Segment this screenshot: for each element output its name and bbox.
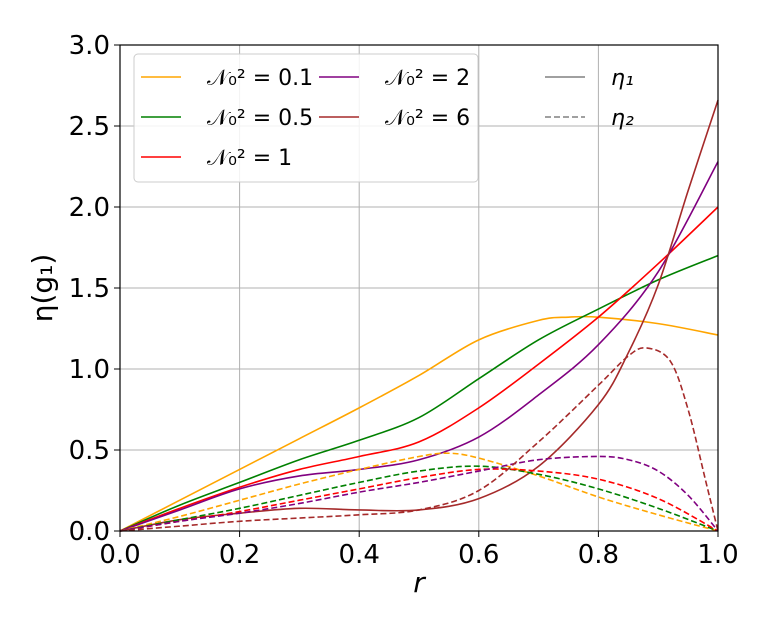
y-tick-label: 0.5 bbox=[69, 436, 110, 466]
x-tick-label: 0.2 bbox=[219, 540, 260, 570]
series-group bbox=[119, 99, 719, 532]
y-tick-label: 2.0 bbox=[69, 193, 110, 223]
x-tick-label: 0.8 bbox=[578, 540, 619, 570]
legend-box bbox=[133, 53, 479, 183]
series-line-8 bbox=[119, 455, 719, 532]
series-line-1 bbox=[119, 254, 719, 532]
y-axis-label: η(g₁) bbox=[26, 254, 59, 323]
legend-label: 𝒩₀² = 1 bbox=[207, 146, 292, 171]
y-tick-label: 2.5 bbox=[69, 112, 110, 142]
series-line-9 bbox=[119, 347, 719, 532]
legend-label: 𝒩₀² = 0.5 bbox=[207, 106, 313, 131]
legend-label: 𝒩₀² = 6 bbox=[385, 106, 470, 131]
y-tick-label: 0.0 bbox=[69, 517, 110, 547]
series-line-6 bbox=[119, 465, 719, 532]
legend-label: 𝒩₀² = 0.1 bbox=[207, 66, 313, 91]
series-line-5 bbox=[119, 452, 719, 532]
legend-label: 𝒩₀² = 2 bbox=[385, 66, 470, 91]
x-tick-label: 0.0 bbox=[99, 540, 140, 570]
x-tick-label: 0.4 bbox=[339, 540, 380, 570]
series-line-7 bbox=[119, 468, 719, 532]
y-tick-label: 3.0 bbox=[69, 31, 110, 61]
legend-label: η₂ bbox=[611, 106, 634, 131]
x-tick-label: 0.6 bbox=[458, 540, 499, 570]
x-axis-label: r bbox=[413, 566, 426, 599]
series-line-3 bbox=[119, 161, 719, 532]
ticks: 0.0 0.2 0.4 0.6 0.8 1.0 0.0 0.5 1.0 1.5 2.0 2.5 3.0 bbox=[69, 31, 739, 570]
y-tick-label: 1.5 bbox=[69, 274, 110, 304]
series-line-2 bbox=[119, 206, 719, 532]
legend-label: η₁ bbox=[611, 66, 634, 91]
x-tick-label: 1.0 bbox=[697, 540, 738, 570]
series-line-4 bbox=[119, 99, 719, 532]
y-tick-label: 1.0 bbox=[69, 355, 110, 385]
legend: 𝒩₀² = 0.1 𝒩₀² = 0.5 𝒩₀² = 1 𝒩₀² = 2 𝒩₀² = 6 η… bbox=[133, 53, 634, 183]
